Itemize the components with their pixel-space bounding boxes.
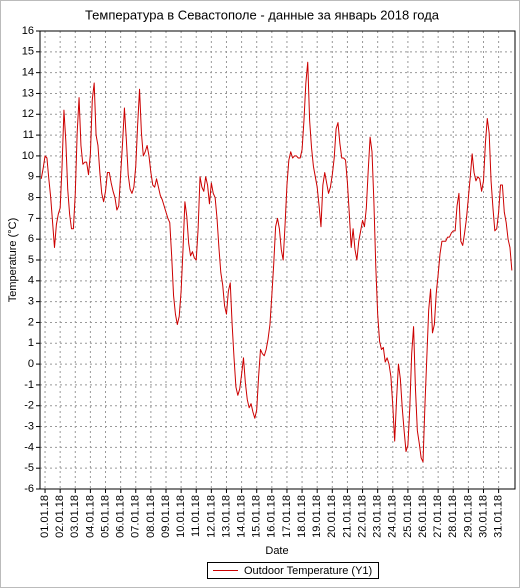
x-tick-label: 29.01.18 [462,495,474,538]
x-tick-label: 19.01.18 [311,495,323,538]
x-tick-label: 09.01.18 [160,495,172,538]
y-tick-label: 12 [22,108,34,120]
x-tick-label: 05.01.18 [99,495,111,538]
y-tick-label: -5 [24,462,34,474]
plot-area [39,30,516,490]
x-tick-label: 12.01.18 [205,495,217,538]
x-tick-label: 04.01.18 [84,495,96,538]
y-tick-label: 4 [28,275,34,287]
y-tick-label: 3 [28,296,34,308]
legend-box [207,562,379,579]
y-tick-label: 8 [28,191,34,203]
x-tick-label: 07.01.18 [130,495,142,538]
x-tick-label: 08.01.18 [145,495,157,538]
x-tick-label: 18.01.18 [296,495,308,538]
y-tick-label: 9 [28,171,34,183]
y-tick-label: 6 [28,233,34,245]
y-tick-label: 0 [28,358,34,370]
y-axis-label: Temperature (°C) [7,218,19,302]
x-tick-label: 03.01.18 [69,495,81,538]
y-tick-label: 16 [22,25,34,37]
legend: Outdoor Temperature (Y1) [207,562,379,579]
y-tick-label: 5 [28,254,34,266]
y-tick-label: 11 [23,129,34,141]
x-tick-label: 21.01.18 [341,495,353,538]
y-tick-label: -3 [24,420,34,432]
x-tick-label: 31.01.18 [493,495,505,538]
x-tick-label: 10.01.18 [175,495,187,538]
x-tick-label: 24.01.18 [387,495,399,538]
y-tick-label: -4 [24,441,34,453]
x-tick-label: 15.01.18 [251,495,263,538]
data-line [40,61,513,463]
chart-title: Температура в Севастополе - данные за ян… [85,7,440,22]
y-tick-label: 14 [22,67,34,79]
x-tick-label: 01.01.18 [39,495,51,538]
x-tick-label: 26.01.18 [417,495,429,538]
x-tick-label: 25.01.18 [402,495,414,538]
y-tick-label: 7 [28,212,34,224]
y-tick-label: -2 [24,400,34,412]
x-tick-label: 23.01.18 [372,495,384,538]
x-tick-label: 11.01.18 [190,495,202,537]
x-tick-label: 13.01.18 [220,495,232,538]
x-tick-label: 17.01.18 [281,495,293,538]
x-tick-label: 02.01.18 [54,495,66,538]
x-tick-label: 30.01.18 [477,495,489,538]
x-tick-label: 20.01.18 [326,495,338,538]
x-axis-label: Date [265,545,288,557]
x-tick-label: 28.01.18 [447,495,459,538]
y-tick-label: 10 [22,150,34,162]
y-tick-label: 15 [22,46,34,58]
y-tick-label: -6 [24,483,34,495]
legend-label: Outdoor Temperature (Y1) [244,565,372,577]
y-tick-label: 1 [28,337,34,349]
y-tick-label: -1 [24,379,34,391]
x-tick-label: 14.01.18 [235,495,247,538]
y-tick-label: 13 [22,87,34,99]
x-tick-label: 27.01.18 [432,495,444,538]
x-tick-label: 16.01.18 [266,495,278,538]
y-tick-label: 2 [28,316,34,328]
x-tick-label: 06.01.18 [115,495,127,538]
x-tick-label: 22.01.18 [356,495,368,538]
